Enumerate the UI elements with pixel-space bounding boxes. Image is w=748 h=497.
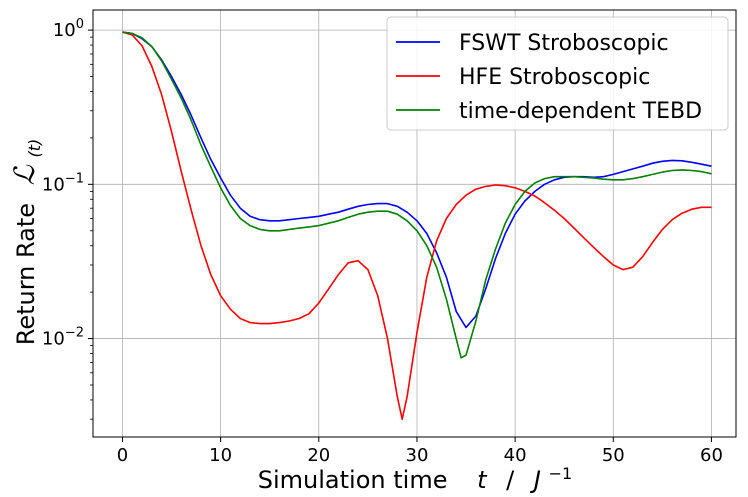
x-tick-label: 30 bbox=[406, 445, 429, 466]
x-axis-label: Simulation time t / J −1 bbox=[258, 464, 572, 494]
legend-label-tebd: time-dependent TEBD bbox=[459, 99, 702, 124]
x-axis-label-unit: J bbox=[530, 466, 541, 494]
x-tick-label: 10 bbox=[209, 445, 232, 466]
x-axis-label-text: Simulation time bbox=[258, 466, 448, 494]
y-tick-label: 10−1 bbox=[42, 171, 84, 195]
y-axis-label-arg: (t) bbox=[25, 139, 44, 158]
x-tick-label: 40 bbox=[504, 445, 527, 466]
grid bbox=[93, 10, 736, 437]
y-axis-label: Return Rate ℒ (t) bbox=[8, 139, 44, 346]
x-tick-label: 50 bbox=[602, 445, 625, 466]
x-tick-label: 60 bbox=[700, 445, 723, 466]
series-line-fswt bbox=[122, 31, 712, 329]
y-tick-label: 100 bbox=[53, 17, 84, 41]
x-axis-label-unit-exp: −1 bbox=[549, 464, 573, 483]
x-tick-label: 0 bbox=[117, 445, 128, 466]
legend: FSWT Stroboscopic HFE Stroboscopic time-… bbox=[386, 16, 729, 131]
series-line-tebd bbox=[122, 31, 712, 359]
x-axis-ticks: 0 10 20 30 40 50 60 bbox=[117, 437, 723, 466]
y-axis-ticks: 100 10−1 10−2 bbox=[42, 17, 93, 420]
y-axis-label-text: Return Rate bbox=[12, 203, 40, 345]
x-axis-label-var: t bbox=[477, 466, 488, 494]
x-axis-label-sep: / bbox=[506, 466, 515, 494]
legend-box bbox=[386, 16, 729, 131]
y-tick-label: 10−2 bbox=[42, 326, 84, 350]
y-axis-label-symbol: ℒ bbox=[8, 164, 41, 185]
plot-frame bbox=[92, 9, 737, 438]
series-line-hfe bbox=[122, 31, 712, 421]
legend-label-fswt: FSWT Stroboscopic bbox=[459, 31, 669, 56]
series-lines bbox=[122, 31, 712, 421]
x-tick-label: 20 bbox=[307, 445, 330, 466]
legend-label-hfe: HFE Stroboscopic bbox=[459, 65, 650, 90]
